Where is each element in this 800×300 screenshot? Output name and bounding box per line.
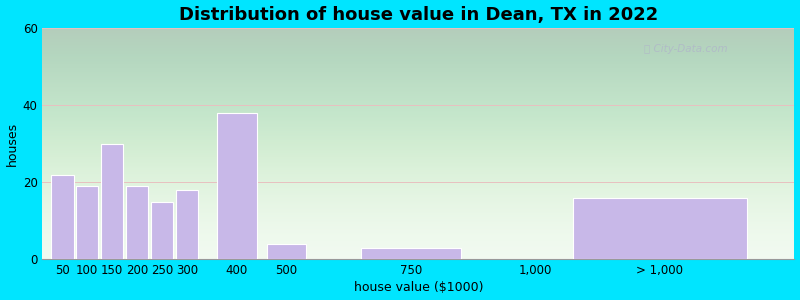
Title: Distribution of house value in Dean, TX in 2022: Distribution of house value in Dean, TX …	[179, 6, 658, 24]
Bar	[150, 202, 173, 260]
Y-axis label: houses: houses	[6, 122, 18, 166]
Text: ⓘ City-Data.com: ⓘ City-Data.com	[644, 44, 728, 54]
Bar	[51, 175, 74, 260]
Bar	[176, 190, 198, 260]
Bar	[266, 244, 306, 260]
Bar	[573, 198, 747, 260]
Bar	[76, 186, 98, 260]
Bar	[126, 186, 148, 260]
Bar	[217, 113, 257, 260]
Bar	[361, 248, 461, 260]
Bar	[101, 144, 123, 260]
X-axis label: house value ($1000): house value ($1000)	[354, 281, 483, 294]
